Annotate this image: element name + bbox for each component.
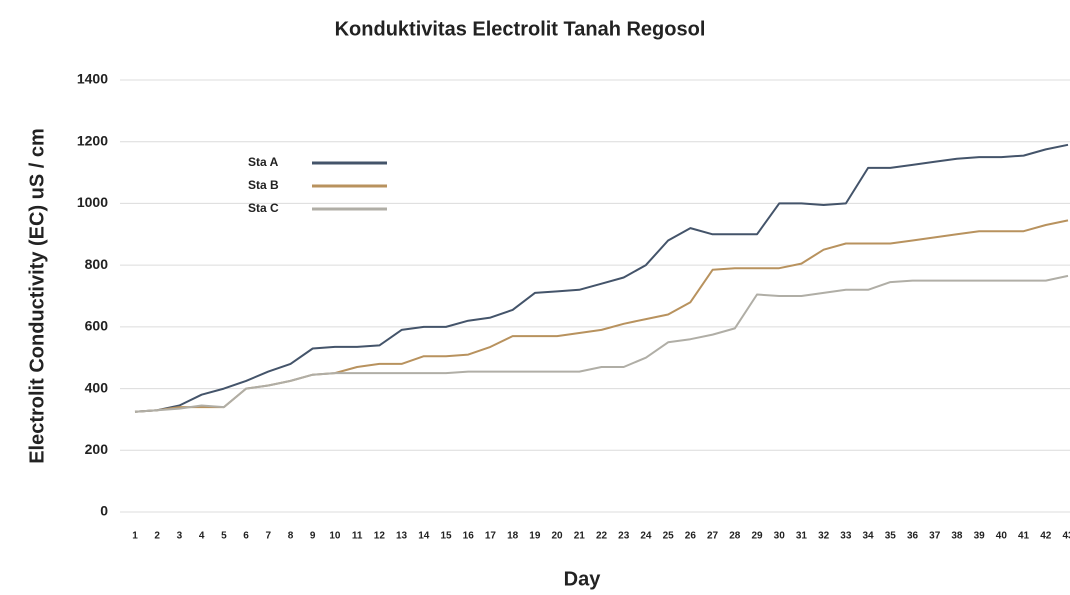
x-tick-label: 8 — [288, 531, 294, 542]
series-line — [134, 143, 1069, 413]
x-tick-label: 25 — [663, 531, 675, 542]
x-tick-label: 16 — [463, 531, 475, 542]
x-tick-label: 31 — [796, 531, 808, 542]
x-tick-label: 15 — [440, 531, 452, 542]
x-tick-label: 21 — [574, 531, 586, 542]
y-tick-label: 200 — [85, 441, 109, 457]
x-tick-label: 39 — [974, 531, 986, 542]
x-tick-label: 3 — [177, 531, 183, 542]
series-line — [134, 274, 1069, 413]
x-tick-label: 11 — [352, 531, 363, 542]
x-tick-label: 19 — [529, 531, 541, 542]
x-tick-label: 37 — [929, 531, 941, 542]
x-tick-label: 10 — [329, 531, 341, 542]
x-tick-label: 29 — [751, 531, 763, 542]
x-tick-label: 4 — [199, 531, 205, 542]
x-tick-label: 40 — [996, 531, 1008, 542]
x-tick-label: 6 — [243, 531, 249, 542]
x-tick-label: 42 — [1040, 531, 1052, 542]
x-tick-label: 12 — [374, 531, 386, 542]
legend-label: Sta A — [248, 155, 279, 169]
x-tick-label: 30 — [774, 531, 786, 542]
x-tick-label: 23 — [618, 531, 630, 542]
y-tick-label: 1200 — [77, 132, 108, 148]
y-tick-label: 400 — [85, 379, 109, 395]
x-tick-label: 26 — [685, 531, 697, 542]
x-tick-label: 20 — [552, 531, 564, 542]
x-tick-label: 22 — [596, 531, 608, 542]
x-tick-label: 32 — [818, 531, 830, 542]
x-tick-label: 34 — [863, 531, 875, 542]
x-tick-label: 35 — [885, 531, 897, 542]
legend-label: Sta B — [248, 178, 279, 192]
y-tick-label: 600 — [85, 318, 109, 334]
x-tick-label: 2 — [154, 531, 160, 542]
y-tick-label: 0 — [100, 503, 108, 519]
x-tick-label: 38 — [951, 531, 963, 542]
x-tick-label: 41 — [1018, 531, 1030, 542]
legend-label: Sta C — [248, 201, 279, 215]
x-tick-label: 27 — [707, 531, 719, 542]
series-line — [134, 219, 1069, 413]
x-tick-label: 36 — [907, 531, 919, 542]
x-tick-label: 17 — [485, 531, 497, 542]
y-tick-label: 1400 — [77, 71, 108, 87]
x-tick-label: 28 — [729, 531, 741, 542]
x-tick-label: 43 — [1062, 531, 1070, 542]
y-axis-label: Electrolit Conductivity (EC) uS / cm — [26, 128, 48, 464]
x-tick-label: 13 — [396, 531, 408, 542]
x-axis-label: Day — [564, 568, 602, 590]
x-tick-label: 5 — [221, 531, 227, 542]
x-tick-label: 7 — [266, 531, 272, 542]
x-tick-label: 1 — [132, 531, 138, 542]
x-tick-label: 9 — [310, 531, 316, 542]
chart-title: Konduktivitas Electrolit Tanah Regosol — [335, 18, 706, 40]
y-tick-label: 800 — [85, 256, 109, 272]
x-tick-label: 33 — [840, 531, 852, 542]
x-tick-label: 14 — [418, 531, 430, 542]
y-tick-label: 1000 — [77, 194, 108, 210]
x-tick-label: 18 — [507, 531, 519, 542]
x-tick-label: 24 — [640, 531, 652, 542]
